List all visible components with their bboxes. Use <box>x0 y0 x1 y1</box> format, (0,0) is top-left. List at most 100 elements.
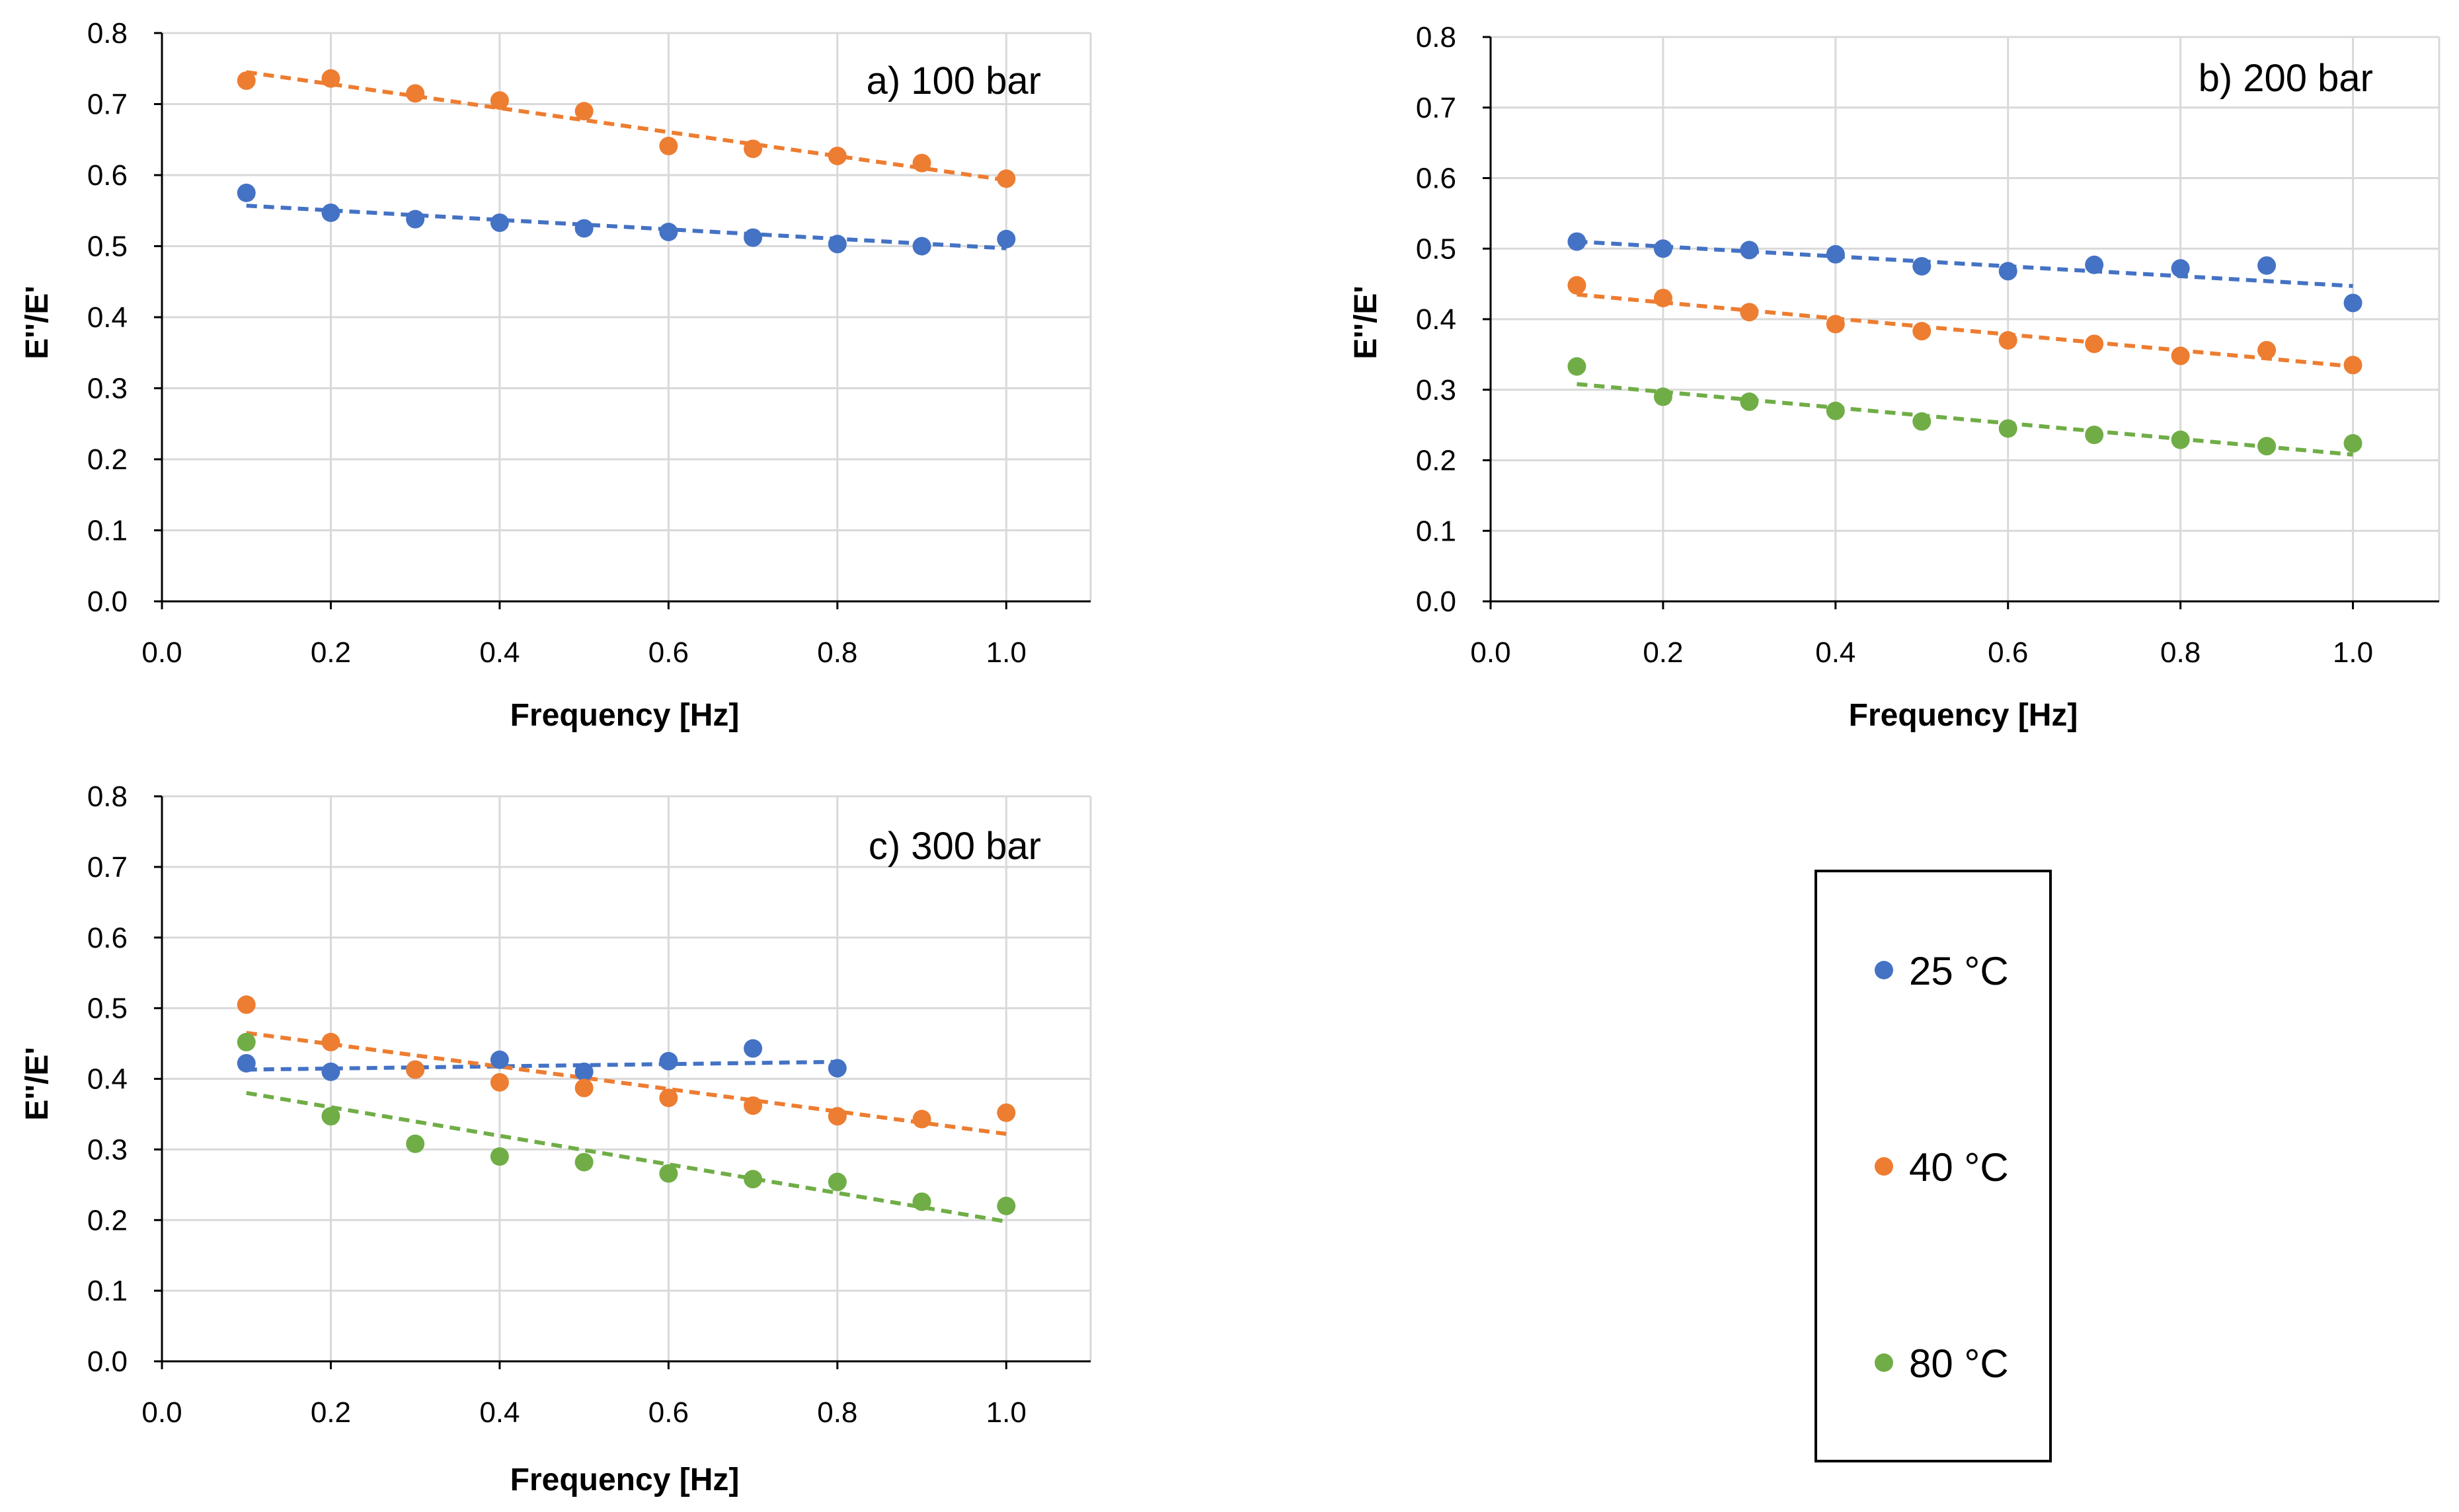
point-40-c <box>1826 315 1845 334</box>
point-40-c <box>490 1073 509 1092</box>
point-80-c <box>2171 430 2190 449</box>
point-40-c <box>828 1107 847 1126</box>
point-25-c <box>2085 255 2104 274</box>
y-tick-label: 0.3 <box>87 373 128 405</box>
y-tick-label: 0.2 <box>87 1204 128 1236</box>
grid-lines <box>162 32 1091 601</box>
trend-lines <box>1577 239 2353 457</box>
point-80-c <box>2085 426 2104 445</box>
x-tick-labels: 0.0 0.2 0.4 0.6 0.8 1.0 <box>1470 636 2373 669</box>
point-80-c <box>997 1196 1016 1215</box>
point-25-c <box>659 223 678 241</box>
point-40-c <box>237 71 256 91</box>
point-25-c <box>1567 232 1586 251</box>
legend: 25 °C 40 °C 80 °C <box>1815 870 2052 1462</box>
point-40-c <box>1567 276 1586 295</box>
y-axis-label: E''/E' <box>20 285 55 359</box>
point-25-c <box>490 213 509 233</box>
legend-marker-40c <box>1875 1157 1893 1176</box>
point-80-c <box>1998 419 2017 438</box>
y-tick-label: 0.0 <box>87 1345 128 1378</box>
point-40-c <box>997 1103 1016 1122</box>
grid-lines <box>1491 36 2439 601</box>
x-tick-label: 0.8 <box>817 636 857 669</box>
y-axis-label: E''/E' <box>1348 285 1384 359</box>
grid-lines <box>162 795 1091 1361</box>
x-tick-label: 1.0 <box>986 636 1027 669</box>
y-tick-labels: 0.0 0.1 0.2 0.3 0.4 0.5 0.6 0.7 0.8 <box>87 17 128 618</box>
point-40-c <box>321 1032 340 1051</box>
point-80-c <box>490 1147 509 1166</box>
y-axis-label: E''/E' <box>20 1047 55 1121</box>
y-tick-labels: 0.0 0.1 0.2 0.3 0.4 0.5 0.6 0.7 0.8 <box>87 780 128 1378</box>
chart-title: c) 300 bar <box>869 825 1041 868</box>
x-axis-label: Frequency [Hz] <box>510 1462 740 1497</box>
point-25-c <box>2343 293 2362 313</box>
point-40-c <box>659 136 678 155</box>
chart-title: a) 100 bar <box>867 59 1041 102</box>
point-40-c <box>912 1110 931 1129</box>
x-tick-label: 0.2 <box>311 1396 351 1429</box>
point-25-c <box>574 219 594 238</box>
axes <box>154 795 1092 1369</box>
trendline-25-c <box>246 204 1007 250</box>
x-tick-label: 0.4 <box>1815 636 1855 669</box>
point-40-c <box>2257 340 2277 359</box>
y-tick-labels: 0.0 0.1 0.2 0.3 0.4 0.5 0.6 0.7 0.8 <box>1416 21 1456 618</box>
y-tick-label: 0.8 <box>87 780 128 813</box>
x-tick-label: 0.4 <box>479 1396 520 1429</box>
point-25-c <box>406 209 425 229</box>
point-40-c <box>2343 356 2362 375</box>
point-40-c <box>1740 303 1759 322</box>
point-40-c <box>828 146 847 165</box>
chart-panel-c: 0.0 0.1 0.2 0.3 0.4 0.5 0.6 0.7 0.8 0.0 0.2 0.4 0.6… <box>20 780 1092 1497</box>
x-tick-label: 0.0 <box>141 636 182 669</box>
y-tick-label: 0.7 <box>87 89 128 121</box>
point-80-c <box>574 1153 594 1172</box>
legend-label-25c: 25 °C <box>1909 949 2009 993</box>
x-tick-label: 0.8 <box>2160 636 2201 669</box>
legend-label-80c: 80 °C <box>1909 1342 2009 1386</box>
trendline-25-c <box>246 1059 838 1072</box>
trendline-80-c <box>1577 382 2353 457</box>
x-axis-label: Frequency [Hz] <box>510 698 740 733</box>
point-40-c <box>1912 322 1932 341</box>
point-80-c <box>2343 434 2362 453</box>
trendline-40-c <box>246 70 1007 182</box>
point-80-c <box>828 1172 847 1191</box>
trend-lines <box>246 1031 1007 1224</box>
point-80-c <box>1912 412 1932 431</box>
y-tick-label: 0.3 <box>87 1133 128 1166</box>
y-tick-label: 0.7 <box>87 851 128 884</box>
y-tick-label: 0.7 <box>1416 92 1456 124</box>
x-tick-label: 0.6 <box>648 636 689 669</box>
point-40-c <box>997 169 1016 188</box>
axes <box>154 32 1092 609</box>
point-80-c <box>2257 437 2277 456</box>
axes <box>1483 36 2440 609</box>
x-tick-labels: 0.0 0.2 0.4 0.6 0.8 1.0 <box>141 1396 1026 1429</box>
x-tick-label: 0.2 <box>1643 636 1683 669</box>
point-40-c <box>490 91 509 110</box>
point-80-c <box>912 1192 931 1211</box>
point-25-c <box>321 203 340 222</box>
point-80-c <box>1826 401 1845 420</box>
point-40-c <box>574 1078 594 1098</box>
legend-box <box>1815 870 2052 1462</box>
trendline-40-c <box>246 1031 1007 1136</box>
point-25-c <box>2257 256 2277 275</box>
y-tick-label: 0.8 <box>1416 21 1456 54</box>
point-25-c <box>1912 256 1932 276</box>
y-tick-label: 0.2 <box>87 443 128 476</box>
x-tick-label: 0.4 <box>479 636 520 669</box>
y-tick-label: 0.6 <box>87 159 128 192</box>
x-tick-label: 0.6 <box>648 1396 689 1429</box>
point-25-c <box>997 229 1016 248</box>
point-25-c <box>744 1039 763 1058</box>
point-80-c <box>237 1032 256 1051</box>
y-tick-label: 0.6 <box>87 922 128 954</box>
point-25-c <box>1826 245 1845 264</box>
point-40-c <box>1998 331 2017 350</box>
point-40-c <box>406 84 425 103</box>
point-25-c <box>912 237 931 256</box>
